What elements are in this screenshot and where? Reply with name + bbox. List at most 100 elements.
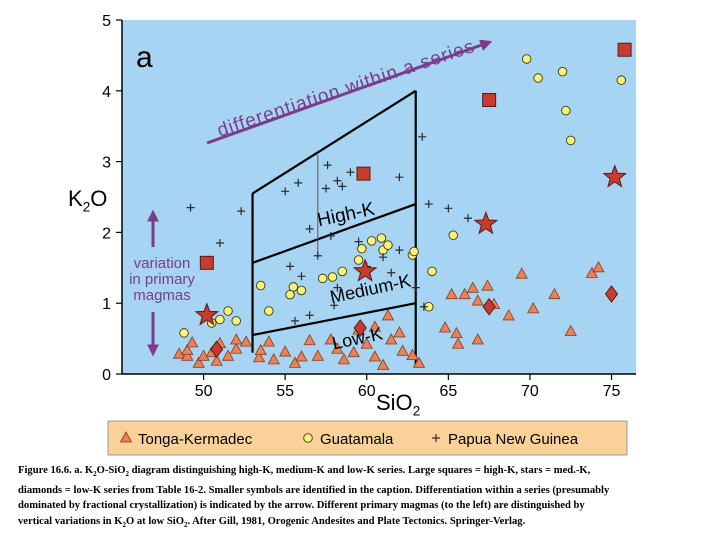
tonga-kermadec-point-47: [502, 309, 515, 321]
papua-new-guinea-point-27: [305, 311, 314, 320]
tonga-kermadec-point-35: [406, 348, 419, 360]
guatamala-point-24: [521, 54, 532, 64]
tonga-kermadec-point-19: [295, 350, 308, 362]
papua-new-guinea-point-15: [379, 253, 388, 262]
high-k-squares-point-1: [356, 166, 371, 181]
papua-new-guinea-point-22: [387, 268, 396, 277]
tonga-kermadec-point-21: [311, 349, 324, 361]
y-tick-label-1: 1: [102, 296, 111, 313]
papua-new-guinea-point-24: [346, 168, 355, 177]
guatamala-point-20: [409, 246, 419, 257]
tonga-kermadec-point-25: [347, 345, 360, 358]
guatamala-point-8: [288, 282, 299, 292]
papua-new-guinea-point-4: [333, 176, 342, 185]
tonga-kermadec-point-17: [278, 345, 292, 357]
series-boundaries: [251, 89, 417, 366]
papua-new-guinea-point-26: [290, 316, 299, 325]
tonga-kermadec-point-15: [262, 335, 276, 347]
tonga-kermadec-point-14: [254, 343, 267, 356]
boundary-low-medium: [252, 302, 416, 337]
tonga-kermadec-point-49: [527, 302, 540, 314]
y-tick-label-0: 0: [102, 367, 111, 384]
low-k-diamonds-point-0: [210, 340, 224, 359]
tonga-kermadec-point-52: [585, 266, 599, 278]
high-k-squares-point-0: [199, 255, 214, 270]
legend-label-0: Tonga-Kermadec: [138, 431, 253, 448]
tonga-kermadec-point-37: [438, 321, 452, 333]
tonga-kermadec-point-1: [181, 349, 194, 361]
annotation-arrows: [147, 39, 493, 357]
variation-label-line-1: in primary: [129, 271, 195, 288]
papua-new-guinea-point-19: [313, 251, 322, 260]
papua-new-guinea-point-13: [326, 231, 335, 240]
caption-subscript: 2: [122, 520, 126, 529]
tonga-kermadec-point-3: [185, 336, 199, 348]
tonga-kermadec-point-53: [592, 260, 605, 273]
guatamala-point-9: [296, 285, 307, 296]
tonga-kermadec-point-33: [393, 326, 406, 338]
variation-label-line-0: variation: [134, 255, 191, 272]
guatamala-point-14: [357, 243, 367, 254]
guatamala-point-6: [264, 306, 274, 316]
papua-new-guinea-point-9: [186, 203, 195, 212]
tonga-kermadec-point-50: [548, 287, 561, 300]
x-tick-label-70: 70: [521, 383, 539, 400]
tonga-kermadec-point-11: [230, 333, 243, 345]
tonga-kermadec-point-22: [324, 333, 338, 345]
y-axis-title: K2O: [68, 186, 107, 215]
x-tick-label-55: 55: [276, 383, 294, 400]
guatamala-point-29: [616, 75, 627, 85]
tonga-kermadec-point-38: [445, 287, 458, 300]
y-tick-label-5: 5: [102, 13, 111, 30]
x-tick-label-65: 65: [439, 383, 457, 400]
differentiation-arrow: [206, 39, 493, 145]
tonga-kermadec-point-32: [385, 333, 398, 345]
papua-new-guinea-point-8: [463, 214, 472, 223]
tonga-kermadec-point-9: [221, 349, 235, 361]
med-k-stars-point-1: [352, 258, 378, 282]
tonga-kermadec-point-20: [303, 333, 316, 346]
papua-new-guinea-point-28: [330, 301, 339, 310]
papua-new-guinea-point-12: [305, 224, 314, 233]
caption-subscript: 2: [183, 520, 188, 529]
tonga-kermadec-point-39: [450, 326, 463, 339]
papua-new-guinea-point-0: [281, 187, 290, 196]
guatamala-point-15: [366, 236, 377, 246]
guatamala-point-0: [179, 328, 189, 338]
tonga-kermadec-point-0: [172, 347, 186, 359]
tonga-kermadec-point-43: [471, 333, 484, 345]
y-tick-label-3: 3: [102, 155, 111, 172]
tonga-kermadec-point-29: [368, 350, 382, 362]
papua-new-guinea-point-16: [395, 246, 404, 255]
papua-new-guinea-point-14: [354, 237, 363, 246]
tonga-kermadec-point-16: [267, 353, 280, 365]
tonga-kermadec-point-12: [239, 335, 253, 347]
tonga-kermadec-point-5: [197, 349, 210, 361]
papua-new-guinea-point-2: [321, 184, 330, 193]
legend-marker-2: [432, 434, 440, 442]
guatamala-point-11: [327, 272, 338, 282]
papua-new-guinea-point-5: [418, 132, 427, 141]
tonga-kermadec-point-42: [466, 281, 480, 293]
guatamala-point-28: [565, 135, 576, 146]
boundary-medium-high: [252, 203, 417, 264]
panel-label: a: [136, 41, 153, 74]
med-k-stars-point-3: [602, 164, 628, 188]
high-k-squares-point-2: [482, 93, 497, 108]
data-markers: [172, 42, 632, 370]
tonga-kermadec-point-24: [337, 353, 351, 365]
papua-new-guinea-point-18: [286, 262, 295, 271]
guatamala-point-16: [376, 233, 387, 243]
papua-new-guinea-point-1: [294, 178, 303, 187]
med-k-stars-point-0: [194, 302, 220, 326]
papua-new-guinea-point-10: [237, 207, 246, 216]
med-k-stars-point-2: [473, 210, 499, 235]
tonga-kermadec-point-28: [368, 320, 382, 332]
tonga-kermadec-point-4: [192, 356, 205, 368]
guatamala-point-2: [215, 314, 225, 325]
papua-new-guinea-point-6: [424, 200, 433, 209]
tonga-kermadec-point-13: [252, 350, 266, 363]
legend-label-2: Papua New Guinea: [448, 431, 579, 448]
guatamala-point-5: [255, 280, 266, 291]
